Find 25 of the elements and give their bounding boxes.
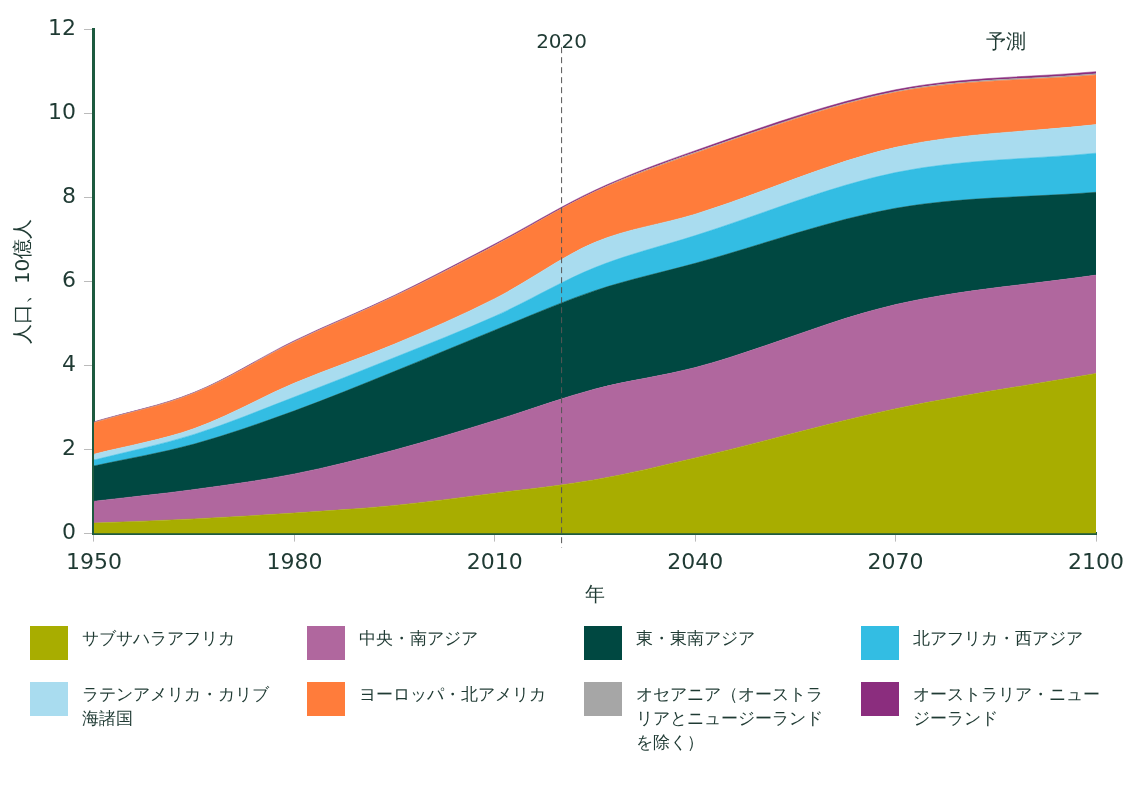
y-tick-label: 6 <box>61 267 76 293</box>
legend-label: 東・東南アジア <box>636 627 756 650</box>
x-tick-label: 2010 <box>466 548 523 574</box>
y-tick-label: 10 <box>47 98 76 124</box>
y-tick-label: 2 <box>61 435 76 461</box>
annotation: 予測 <box>986 29 1026 54</box>
x-tick-label: 2070 <box>867 548 924 574</box>
y-tick-label: 4 <box>61 351 76 377</box>
legend-label: オーストラリア・ニュージーランド <box>913 683 1101 730</box>
x-tick-label: 1950 <box>65 548 122 574</box>
x-tick-label: 2100 <box>1068 548 1124 574</box>
legend-label: ラテンアメリカ・カリブ海諸国 <box>82 683 270 730</box>
legend-label: ヨーロッパ・北アメリカ <box>359 683 547 706</box>
x-axis-title: 年 <box>585 582 605 607</box>
legend-label: サブサハラアフリカ <box>82 627 236 650</box>
legend-label: オセアニア（オーストラリアとニュージーランドを除く） <box>636 683 824 754</box>
y-tick-label: 0 <box>61 519 76 545</box>
y-tick-label: 8 <box>61 183 76 209</box>
y-tick-label: 12 <box>47 14 76 40</box>
legend-label: 中央・南アジア <box>359 627 479 650</box>
x-tick-label: 2040 <box>667 548 724 574</box>
y-axis-title: 人口、10億人 <box>10 218 35 345</box>
x-tick-label: 1980 <box>266 548 323 574</box>
ref-line-label: 2020 <box>536 29 588 54</box>
legend-label: 北アフリカ・西アジア <box>913 627 1084 650</box>
